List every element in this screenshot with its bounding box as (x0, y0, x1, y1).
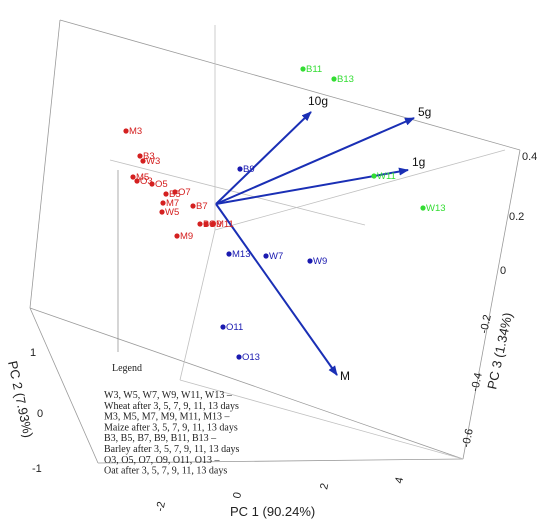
data-point (134, 178, 140, 184)
point-label: M5 (136, 172, 149, 183)
data-point (149, 181, 155, 187)
data-point (307, 258, 313, 264)
data-point (172, 189, 178, 195)
point-label: M3 (129, 126, 142, 137)
box-edge (59, 19, 521, 151)
box-edge (97, 458, 464, 464)
point-label: W7 (269, 251, 283, 262)
grid-line (179, 229, 216, 381)
point-label: O3 (140, 176, 153, 187)
data-point (331, 76, 337, 82)
scatter-points: M3B3W3M5O3O5B5O7M7B7W5B9O9M11M9B9M13W7W9… (123, 64, 446, 363)
z-tick-label: 0.4 (522, 151, 537, 163)
z-tick-label: -0.6 (460, 428, 476, 449)
data-point (159, 209, 165, 215)
x-tick-label: 0 (231, 491, 244, 499)
point-label: B3 (143, 151, 155, 162)
data-point (197, 221, 203, 227)
data-point (203, 221, 209, 227)
point-label: O7 (178, 187, 191, 198)
data-point (160, 200, 166, 206)
point-label: M7 (166, 198, 179, 209)
legend-line: Barley after 3, 5, 7, 9, 11, 13 days (104, 444, 240, 455)
legend-line: W3, W5, W7, W9, W11, W13 – (104, 390, 233, 401)
vector-arrow-5g (215, 117, 415, 205)
point-label: B9 (243, 164, 255, 175)
data-point (237, 166, 243, 172)
point-label: W5 (165, 207, 179, 218)
grid-line (214, 149, 506, 231)
loading-vectors: 10g 5g 1g M (215, 94, 431, 383)
point-label: O13 (242, 352, 260, 363)
z-tick-label: -0.4 (469, 372, 485, 393)
data-point (371, 173, 377, 179)
point-label: W11 (377, 171, 396, 182)
data-point (300, 66, 306, 72)
data-point (210, 221, 216, 227)
data-point (130, 174, 136, 180)
z-tick-label: 0.2 (509, 211, 524, 223)
data-point (420, 205, 426, 211)
data-point (123, 128, 129, 134)
point-label: B11 (306, 64, 322, 75)
legend-line: M3, M5, M7, M9, M11, M13 – (104, 412, 230, 423)
y-axis-label: PC 2 (7.93%) (5, 360, 36, 439)
data-point (236, 354, 242, 360)
box-frame (29, 19, 521, 464)
box-edge (29, 19, 61, 309)
z-tick-label: -0.2 (478, 314, 494, 335)
box-edge (29, 307, 464, 460)
point-label: B7 (196, 201, 208, 212)
point-label: M13 (232, 249, 250, 260)
point-label: O11 (226, 322, 243, 333)
data-point (226, 251, 232, 257)
vector-label: 1g (412, 155, 425, 169)
point-label: M9 (180, 231, 193, 242)
data-point (190, 203, 196, 209)
legend: Legend W3, W5, W7, W9, W11, W13 –Wheat a… (104, 170, 240, 477)
data-point (220, 324, 226, 330)
point-label: W13 (426, 203, 446, 214)
vector-label: M (340, 369, 350, 383)
vector-arrow-m (215, 203, 338, 376)
legend-title: Legend (112, 363, 142, 374)
x-tick-label: 2 (318, 482, 331, 490)
legend-line: Wheat after 3, 5, 7, 9, 11, 13 days (104, 401, 239, 412)
legend-line: Maize after 3, 5, 7, 9, 11, 13 days (104, 422, 238, 433)
legend-lines: W3, W5, W7, W9, W11, W13 –Wheat after 3,… (104, 390, 240, 477)
grid-line (109, 159, 366, 226)
x-tick-label: 4 (393, 476, 406, 484)
y-tick-label: 0 (37, 408, 43, 420)
z-axis: 0.4 0.2 0 -0.2 -0.4 -0.6 PC 3 (1.34%) (460, 151, 537, 449)
point-label: W3 (146, 156, 160, 167)
legend-line: Oat after 3, 5, 7, 9, 11, 13 days (104, 466, 227, 477)
y-tick-label: 1 (30, 347, 36, 359)
point-label: B9 (203, 219, 215, 230)
data-point (140, 158, 146, 164)
legend-line: O3, O5, O7, O9, O11, O13 – (104, 455, 220, 466)
point-label: O5 (155, 179, 168, 190)
x-axis-label: PC 1 (90.24%) (230, 504, 315, 519)
vector-arrow-10g (215, 111, 312, 205)
vector-label: 10g (308, 94, 328, 108)
grid-line (179, 379, 464, 460)
point-label: W9 (313, 256, 327, 267)
z-tick-label: 0 (500, 265, 506, 277)
box-edge (462, 149, 521, 460)
box-edge (29, 307, 99, 464)
y-axis: 1 0 -1 PC 2 (7.93%) (5, 347, 43, 475)
data-point (137, 153, 143, 159)
data-point (174, 233, 180, 239)
x-tick-label: -2 (154, 501, 168, 513)
y-tick-label: -1 (32, 463, 42, 475)
point-label: B13 (337, 74, 354, 85)
legend-line: B3, B5, B7, B9, B11, B13 – (104, 433, 217, 444)
point-label: M11 (216, 219, 234, 230)
vector-label: 5g (418, 105, 431, 119)
x-axis: -2 0 2 4 PC 1 (90.24%) (154, 476, 406, 519)
data-point (263, 253, 269, 259)
data-point (163, 191, 169, 197)
